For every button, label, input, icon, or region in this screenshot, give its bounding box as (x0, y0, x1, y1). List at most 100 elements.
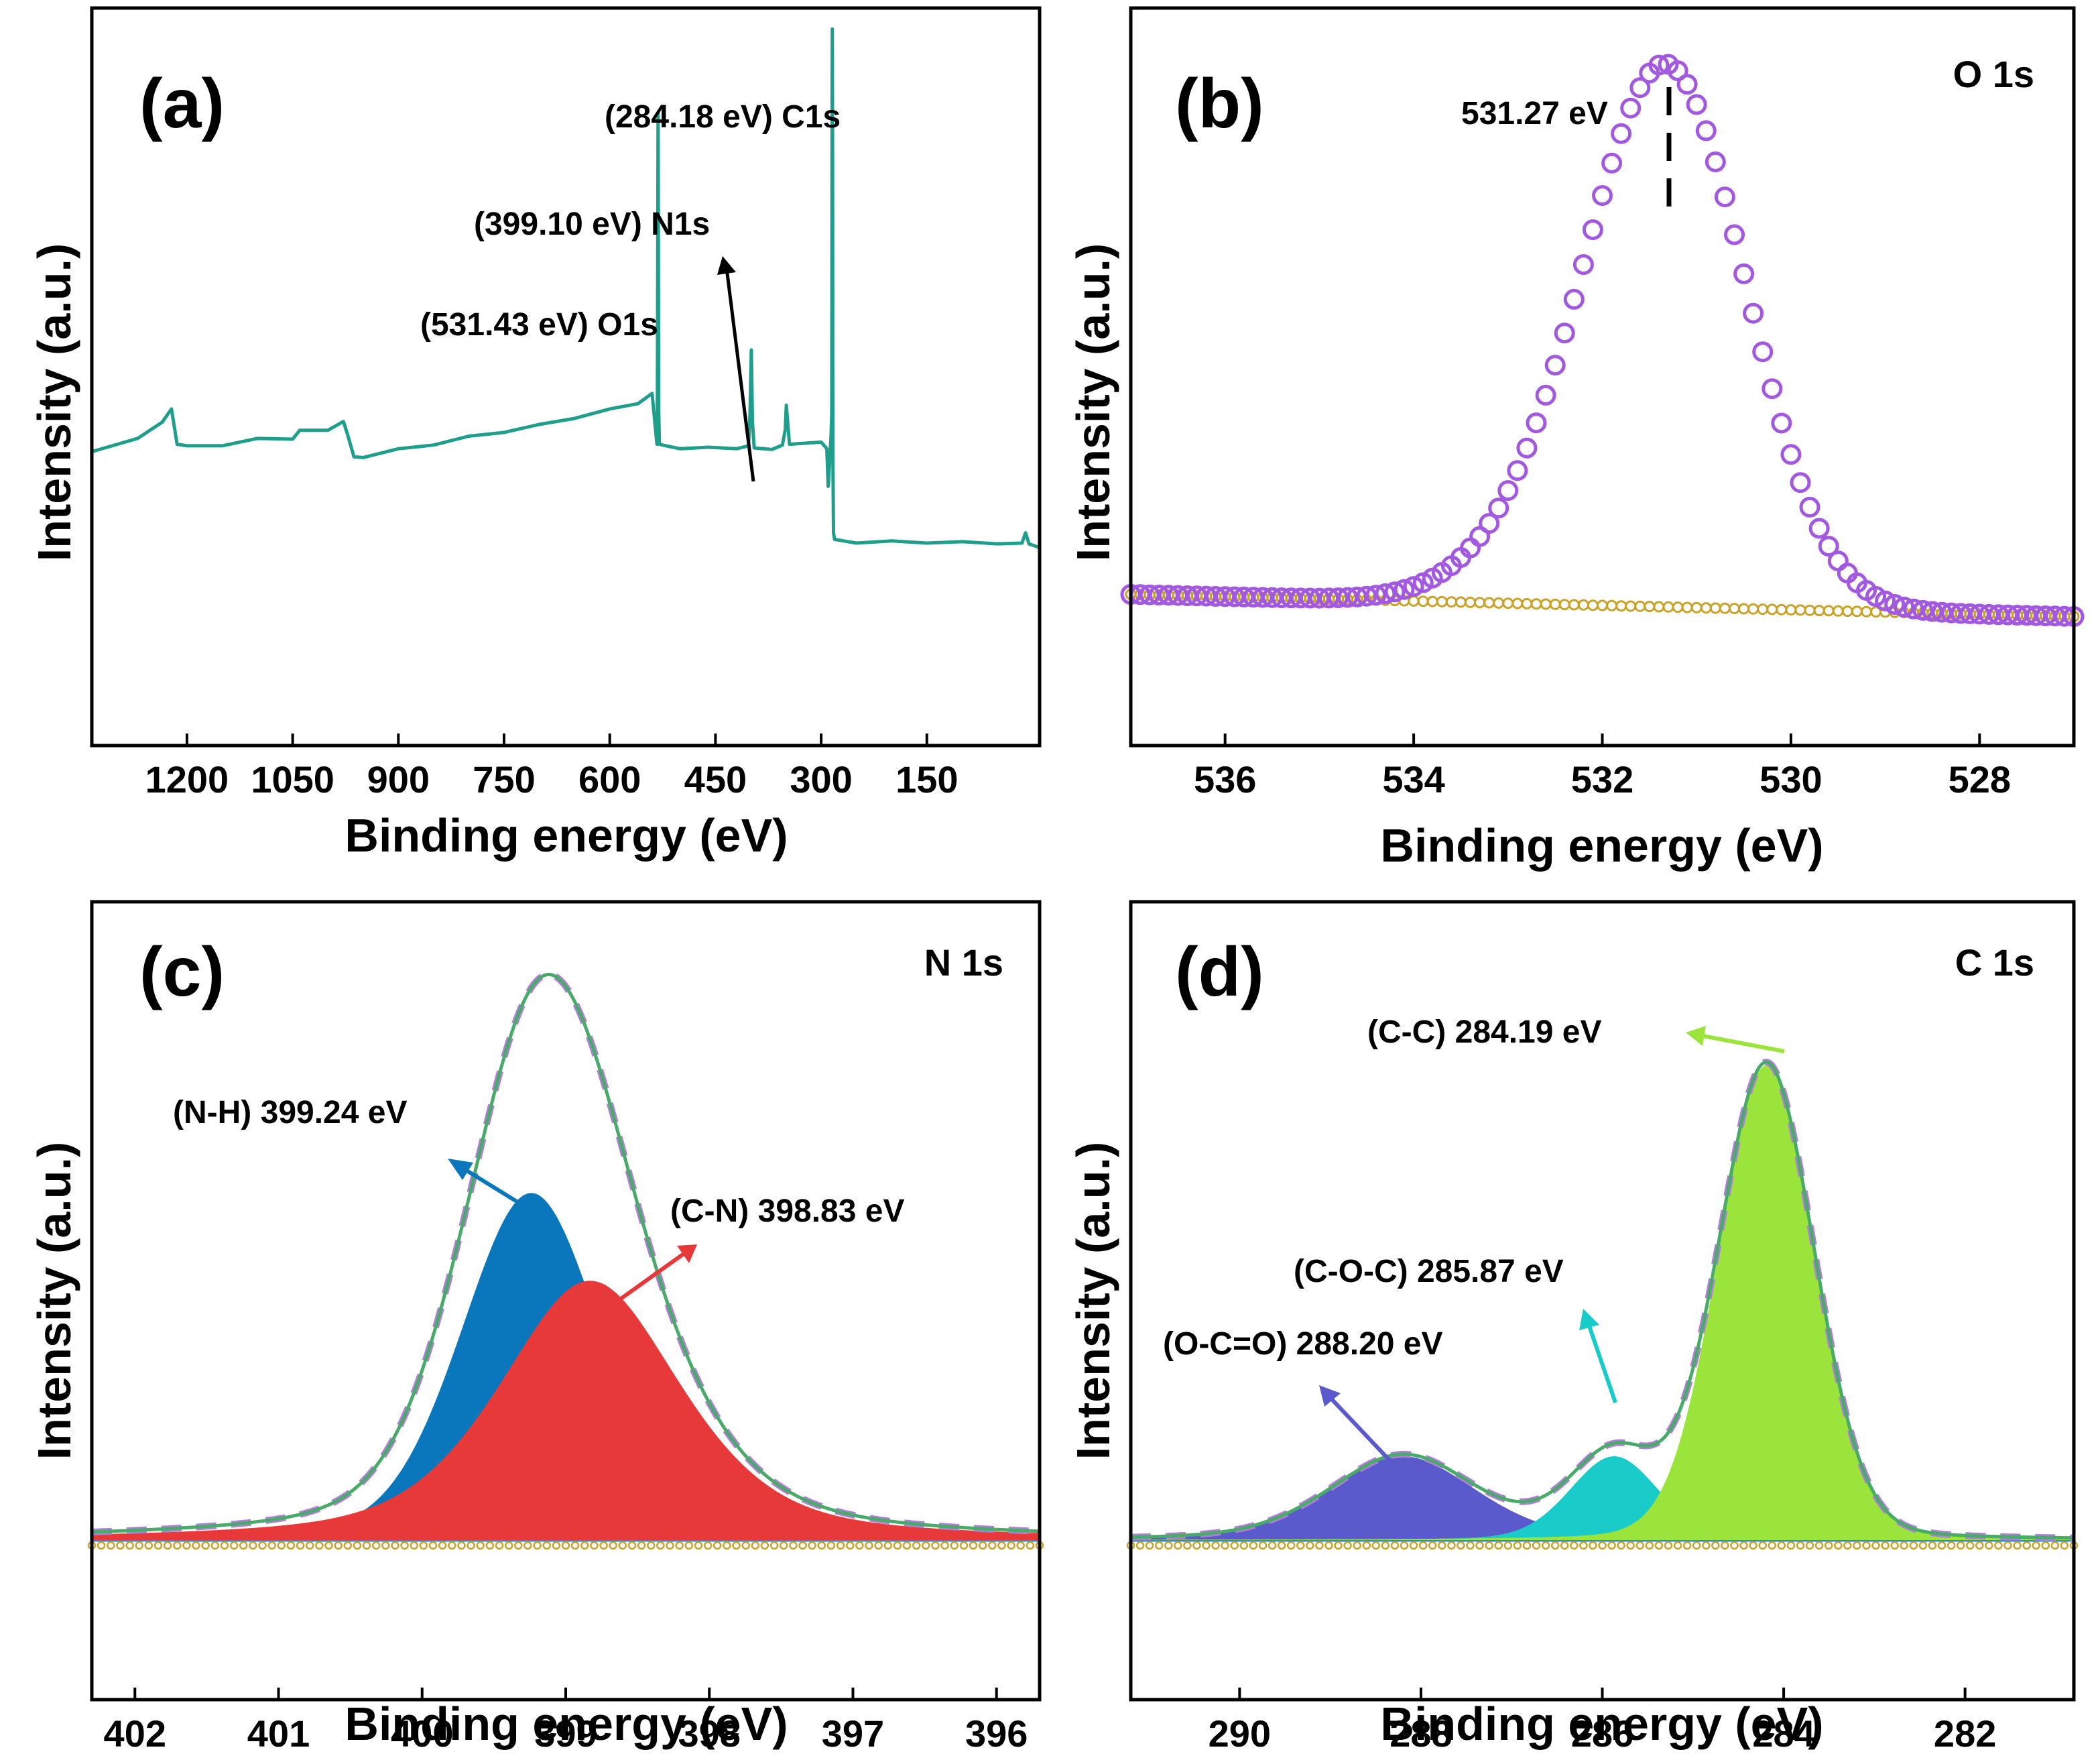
panel-b-background-point (1474, 597, 1486, 609)
panel-b-background-point (1511, 597, 1524, 609)
panel-b-title: O 1s (1953, 53, 2034, 95)
panel-b-background-point (1738, 603, 1750, 615)
panel-d-coc-arrow (1579, 1309, 1617, 1403)
panel-b-data-point (1686, 94, 1707, 115)
panel-b-background-point (1625, 600, 1637, 612)
panel-b-data-point (1572, 254, 1594, 276)
panel-a-x-tick-label: 300 (790, 758, 852, 801)
panel-d-x-axis-label: Binding energy (eV) (1380, 1698, 1823, 1750)
panel-c-label: (c) (139, 933, 225, 1011)
panel-b-background-point (1823, 605, 1835, 617)
panel-b-background-point (1455, 596, 1467, 608)
panel-b-data-point (1544, 355, 1566, 376)
panel-c-x-tick-label: 396 (965, 1712, 1028, 1755)
panel-a-plot-area (91, 27, 1040, 549)
panel-d-x-tick-label: 290 (1209, 1712, 1271, 1755)
panel-d-oco-annotation: (O-C=O) 288.20 eV (1163, 1326, 1443, 1362)
panel-a-n1s-annotation: (399.10 eV) N1s (474, 207, 710, 242)
panel-b-data-point (1526, 412, 1547, 434)
panel-b-data-point (1403, 576, 1424, 597)
panel-c-cn-annotation: (C-N) 398.83 eV (670, 1193, 904, 1229)
panel-b-background-point (1436, 595, 1448, 607)
panel-c-cn-arrow (589, 1244, 697, 1323)
panel-b-data-point (1752, 341, 1774, 363)
panel-b-background-point (1757, 603, 1769, 615)
panel-d-x-tick-label: 282 (1934, 1712, 1996, 1755)
panel-a-x-tick-label: 450 (684, 758, 747, 801)
panel-b-background-point (1644, 601, 1656, 613)
panel-d-baseline (1126, 1538, 2079, 1550)
panel-b-data-point (1780, 444, 1802, 465)
panel-b-x-ticks: 536 534 532 530 528 (1194, 733, 2011, 801)
panel-c-x-tick-label: 398 (678, 1712, 741, 1755)
panel-b-data-point (1365, 585, 1387, 606)
panel-b-data-point (1648, 54, 1670, 76)
panel-a-x-axis-label: Binding energy (eV) (345, 809, 788, 862)
panel-b-data-point (1875, 590, 1896, 611)
panel-b-data-point (1884, 594, 1906, 615)
panel-b: 536 534 532 530 528 (b) O 1s 531.27 eV Inten… (1067, 6, 2085, 872)
panel-b-x-tick-label: 530 (1759, 758, 1822, 801)
panel-a-o1s-annotation: (531.43 eV) O1s (420, 307, 658, 343)
panel-b-data-point (1620, 97, 1642, 119)
panel-c-nh-annotation: (N-H) 399.24 eV (173, 1095, 407, 1130)
panel-b-x-tick-label: 534 (1382, 758, 1444, 801)
panel-b-data-point (1356, 585, 1377, 607)
panel-b-peak-annotation: 531.27 eV (1461, 96, 1608, 131)
panel-c-x-tick-label: 402 (104, 1712, 166, 1755)
panel-b-background-point (1634, 600, 1646, 612)
panel-b-label: (b) (1175, 65, 1264, 143)
panel-c-x-tick-label: 400 (391, 1712, 453, 1755)
panel-b-data-point (1516, 437, 1538, 459)
panel-b-x-tick-label: 536 (1194, 758, 1256, 801)
panel-c-fit-envelope (91, 972, 1040, 1534)
panel-b-background-point (1465, 596, 1476, 608)
panel-a-c1s-annotation: (284.18 eV) C1s (605, 99, 841, 135)
panel-d-label: (d) (1175, 933, 1264, 1011)
panel-d-oco-arrow (1319, 1385, 1393, 1464)
panel-d-x-tick-label: 286 (1571, 1712, 1633, 1755)
panel-a-x-tick-label: 900 (367, 758, 430, 801)
panel-b-background-point (1690, 601, 1703, 613)
panel-b-data-point (1563, 288, 1585, 310)
panel-a-x-tick-label: 150 (895, 758, 958, 801)
panel-a-x-tick-label: 600 (578, 758, 641, 801)
panel-b-background-point (1502, 597, 1514, 609)
panel-b-background-point (1841, 605, 1853, 618)
panel-d-coc-annotation: (C-O-C) 285.87 eV (1294, 1254, 1564, 1289)
panel-b-background-point (1681, 601, 1693, 613)
panel-c: 402 401 400 399 398 397 396 (c) N 1s (N-H) 399… (28, 900, 1044, 1755)
panel-b-data-point (1799, 496, 1820, 518)
panel-b-data-point (1676, 74, 1698, 95)
panel-b-data-point (1592, 185, 1613, 207)
panel-c-baseline (87, 1538, 1044, 1550)
panel-d-component-oco (1131, 1456, 2074, 1540)
panel-b-background-point (1776, 603, 1788, 615)
panel-a: 1200 1050 900 750 600 450 300 150 (a) (284.18 e… (28, 6, 1042, 862)
panel-c-y-axis-label: Intensity (a.u.) (28, 1142, 80, 1460)
panel-b-data-point (1384, 581, 1406, 603)
panel-d-frame (1129, 900, 2076, 1702)
panel-b-background-point (1851, 605, 1863, 618)
panel-b-background-point (1606, 599, 1618, 611)
panel-b-background-point (1719, 602, 1731, 614)
panel-d: 290 288 286 284 282 (d) C 1s (C-C) 284.19 eV… (1067, 900, 2079, 1755)
panel-b-background-point (1747, 603, 1759, 615)
panel-b-data-point (1827, 550, 1849, 572)
panel-b-data-point (1818, 536, 1839, 557)
panel-b-background-point (1729, 603, 1740, 615)
panel-b-background-point (1417, 595, 1429, 607)
panel-b-data-point (1667, 60, 1688, 81)
panel-b-background-point (1587, 599, 1599, 611)
panel-b-data-point (1808, 518, 1830, 539)
panel-b-data-point (1894, 596, 1915, 618)
panel-b-data-point (1762, 378, 1783, 400)
panel-b-background-point (1785, 604, 1797, 616)
panel-a-x-tick-label: 1200 (145, 758, 229, 801)
panel-b-background-point (1558, 599, 1570, 611)
panel-d-y-axis-label: Intensity (a.u.) (1067, 1142, 1119, 1460)
panel-b-background-point (1766, 603, 1778, 615)
panel-d-fit-envelope (1130, 1060, 2074, 1540)
panel-b-background-point (1662, 601, 1674, 613)
panel-d-cc-arrow (1686, 1026, 1785, 1053)
